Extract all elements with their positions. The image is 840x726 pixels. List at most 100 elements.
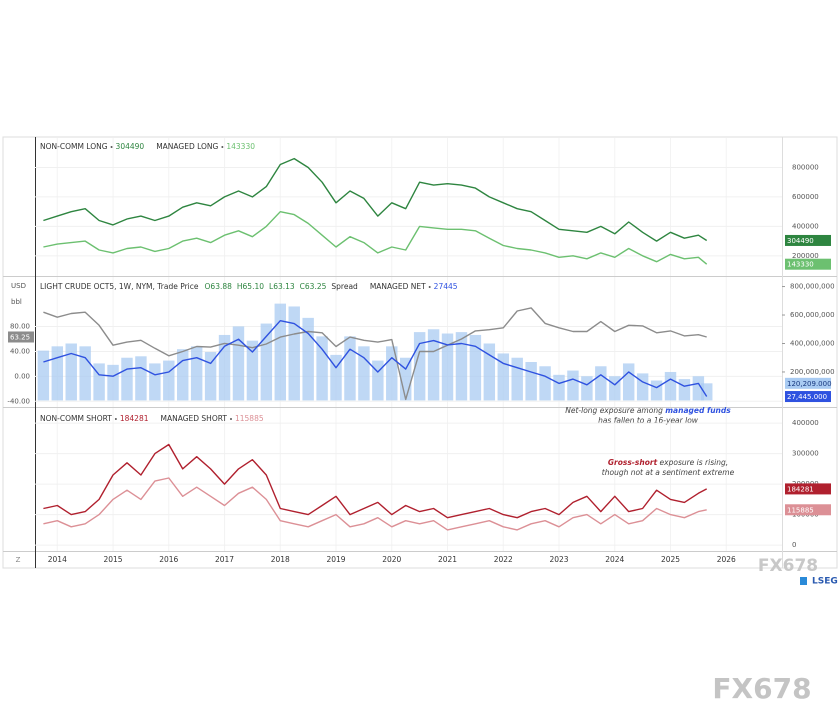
value-box [785, 377, 831, 389]
bar [358, 346, 370, 401]
series-line [43, 157, 708, 242]
bar [609, 376, 621, 401]
bar [232, 326, 245, 401]
unit-label: bbl [11, 298, 22, 306]
legend-name: MANAGED SHORT [161, 414, 228, 423]
bar [511, 357, 523, 401]
ohlc-value: C63.25 [300, 282, 327, 291]
y-tick-label: 40.00 [10, 347, 30, 355]
bar [37, 350, 50, 401]
legend-name: NON-COMM SHORT [40, 414, 112, 423]
x-tick-label: 2015 [103, 555, 122, 564]
x-tick-label: 2023 [549, 555, 568, 564]
bar [595, 366, 607, 401]
bar [260, 323, 273, 401]
series-line [43, 211, 708, 265]
legend-value: 304490 [116, 142, 145, 151]
ohlc-value: O63.88 [205, 282, 233, 291]
y-tick-label: 200000 [792, 252, 819, 260]
bar [288, 306, 300, 401]
legend-name: NON-COMM LONG [40, 142, 108, 151]
bar [650, 380, 663, 401]
bar [149, 363, 161, 401]
bar [483, 343, 496, 401]
bar [636, 373, 649, 401]
legend-name: MANAGED LONG [156, 142, 218, 151]
series-line [43, 477, 707, 531]
y-tick-label: 600000 [792, 193, 819, 201]
value-box [785, 391, 831, 403]
watermark: FX678 [712, 672, 811, 705]
ohlc-value: L63.13 [269, 282, 295, 291]
bar [497, 353, 509, 401]
bar [386, 346, 398, 401]
bar [622, 363, 635, 401]
bar [65, 343, 77, 401]
corner-icon[interactable]: Z [16, 556, 21, 564]
panel [35, 422, 782, 546]
value-box-label: 143330 [787, 261, 814, 269]
annotation: has fallen to a 16-year low [598, 416, 699, 425]
bar [664, 371, 677, 401]
bar [441, 333, 454, 401]
bar [553, 374, 565, 401]
bar [135, 356, 147, 401]
value-box-label: 120,209.000 [787, 380, 832, 388]
annotation: Gross-short exposure is rising, [608, 458, 728, 467]
annotation: Net-long exposure among managed funds [565, 406, 731, 415]
bar [302, 317, 314, 401]
x-tick-label: 2014 [48, 555, 67, 564]
bar [121, 357, 133, 401]
legend-dot [221, 146, 224, 148]
bar [692, 376, 705, 401]
y2-tick-label: 400,000,000 [790, 339, 835, 347]
legend-dot [110, 146, 113, 148]
bar [413, 332, 426, 401]
annotation: though not at a sentiment extreme [602, 468, 735, 477]
bar [455, 332, 468, 401]
brand: LSEG [812, 577, 838, 587]
bar [246, 340, 259, 401]
y-tick-label: 800000 [792, 163, 819, 171]
bar [274, 303, 287, 401]
bar [51, 346, 64, 401]
x-tick-label: 2018 [271, 555, 290, 564]
legend-dot [428, 286, 431, 288]
bar [107, 364, 119, 401]
annotation-part: Net-long exposure among [565, 406, 665, 415]
annotation-part: has fallen to a 16-year low [598, 416, 699, 425]
bar [701, 383, 713, 401]
y-tick-label: 0.00 [14, 372, 30, 380]
legend-value: 184281 [120, 414, 149, 423]
series-line [43, 320, 708, 397]
brand-icon [800, 577, 807, 585]
value-box-label: 115885 [787, 506, 814, 514]
annotation-part: exposure is rising, [657, 458, 728, 467]
x-tick-label: 2019 [326, 555, 345, 564]
bar [567, 370, 579, 401]
legend-value: 115885 [235, 414, 264, 423]
ohlc-value: H65.10 [237, 282, 264, 291]
bar [427, 329, 440, 401]
x-tick-label: 2022 [494, 555, 513, 564]
y2-tick-label: 600,000,000 [790, 311, 835, 319]
bar [539, 366, 551, 401]
legend-dot [114, 418, 117, 420]
value-box-label: 184281 [787, 485, 814, 493]
legend-name: MANAGED NET [370, 282, 426, 291]
x-tick-label: 2016 [159, 555, 178, 564]
bar [372, 360, 384, 401]
bar [344, 336, 356, 401]
bar [678, 379, 691, 401]
bar [177, 349, 189, 401]
bar [525, 362, 537, 401]
bar [218, 334, 231, 401]
y-tick-label: 0 [792, 541, 796, 549]
y-tick-label: 400000 [792, 222, 819, 230]
bar [79, 346, 91, 401]
bar [93, 363, 105, 401]
bar [163, 360, 175, 401]
value-box [785, 234, 831, 246]
y-tick-label: 80.00 [10, 323, 30, 331]
